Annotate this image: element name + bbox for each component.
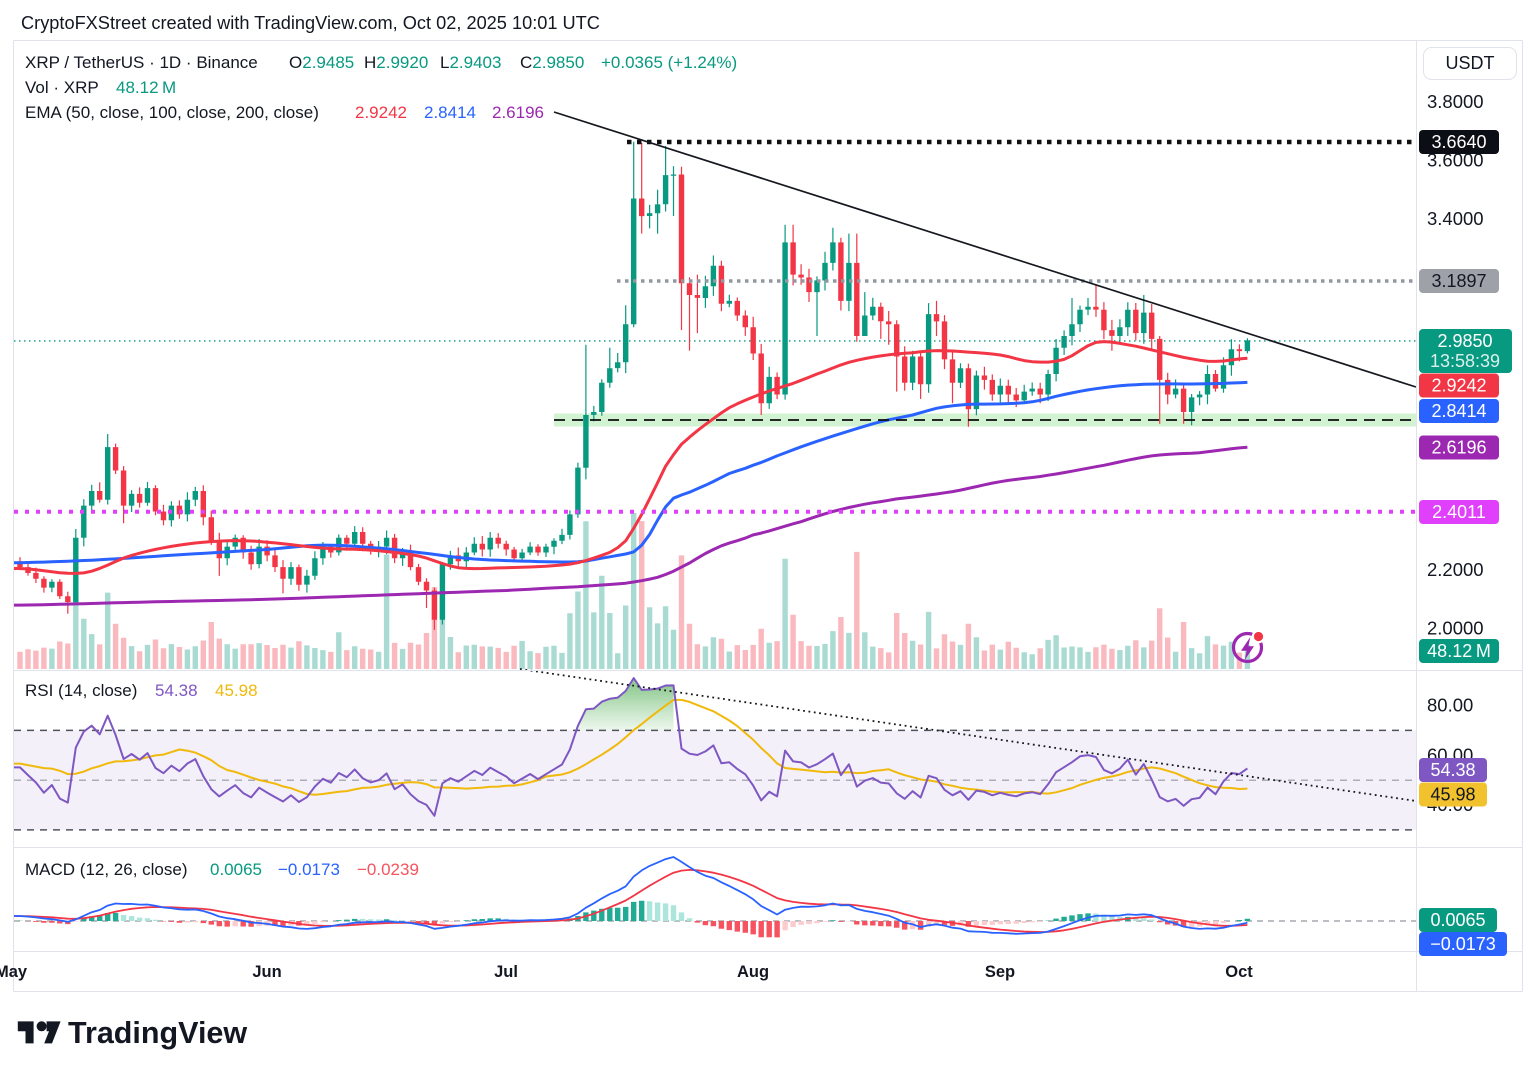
- svg-text:2.2000: 2.2000: [1427, 559, 1484, 580]
- svg-text:3.1897: 3.1897: [1431, 271, 1486, 291]
- svg-text:EMA (50, close, 100, close, 20: EMA (50, close, 100, close, 200, close) 2…: [25, 103, 544, 122]
- svg-text:48.12 M: 48.12 M: [1427, 641, 1491, 661]
- svg-text:80.00: 80.00: [1427, 695, 1473, 716]
- svg-text:3.4000: 3.4000: [1427, 208, 1484, 229]
- svg-text:2.9242: 2.9242: [1431, 376, 1486, 396]
- svg-text:Sep: Sep: [985, 963, 1015, 981]
- svg-text:May: May: [0, 963, 28, 981]
- svg-text:2.4011: 2.4011: [1432, 502, 1486, 522]
- svg-text:CryptoFXStreet created with Tr: CryptoFXStreet created with TradingView.…: [21, 13, 600, 33]
- svg-text:2.6196: 2.6196: [1431, 438, 1486, 458]
- svg-text:0.0065: 0.0065: [1430, 910, 1485, 930]
- svg-text:MACD (12, 26, close)0.0065−0.0: MACD (12, 26, close) 0.0065 −0.0173 −0.0239: [25, 860, 419, 879]
- svg-text:USDT: USDT: [1446, 53, 1495, 73]
- svg-text:3.6000: 3.6000: [1427, 150, 1484, 171]
- svg-text:45.98: 45.98: [1430, 785, 1475, 805]
- svg-text:−0.0173: −0.0173: [1430, 934, 1496, 954]
- svg-text:3.8000: 3.8000: [1427, 91, 1484, 112]
- svg-text:54.38: 54.38: [1430, 760, 1475, 780]
- svg-text:13:58:39: 13:58:39: [1430, 351, 1500, 371]
- svg-text:3.6640: 3.6640: [1431, 132, 1486, 152]
- svg-text:TradingView: TradingView: [68, 1016, 247, 1050]
- svg-text:2.0000: 2.0000: [1427, 618, 1484, 639]
- svg-text:Jun: Jun: [252, 963, 281, 981]
- svg-text:2.9850: 2.9850: [1437, 331, 1492, 351]
- svg-text:2.8414: 2.8414: [1431, 401, 1486, 421]
- svg-text:Jul: Jul: [494, 963, 518, 981]
- svg-text:Oct: Oct: [1225, 963, 1253, 981]
- svg-text:Aug: Aug: [737, 963, 769, 981]
